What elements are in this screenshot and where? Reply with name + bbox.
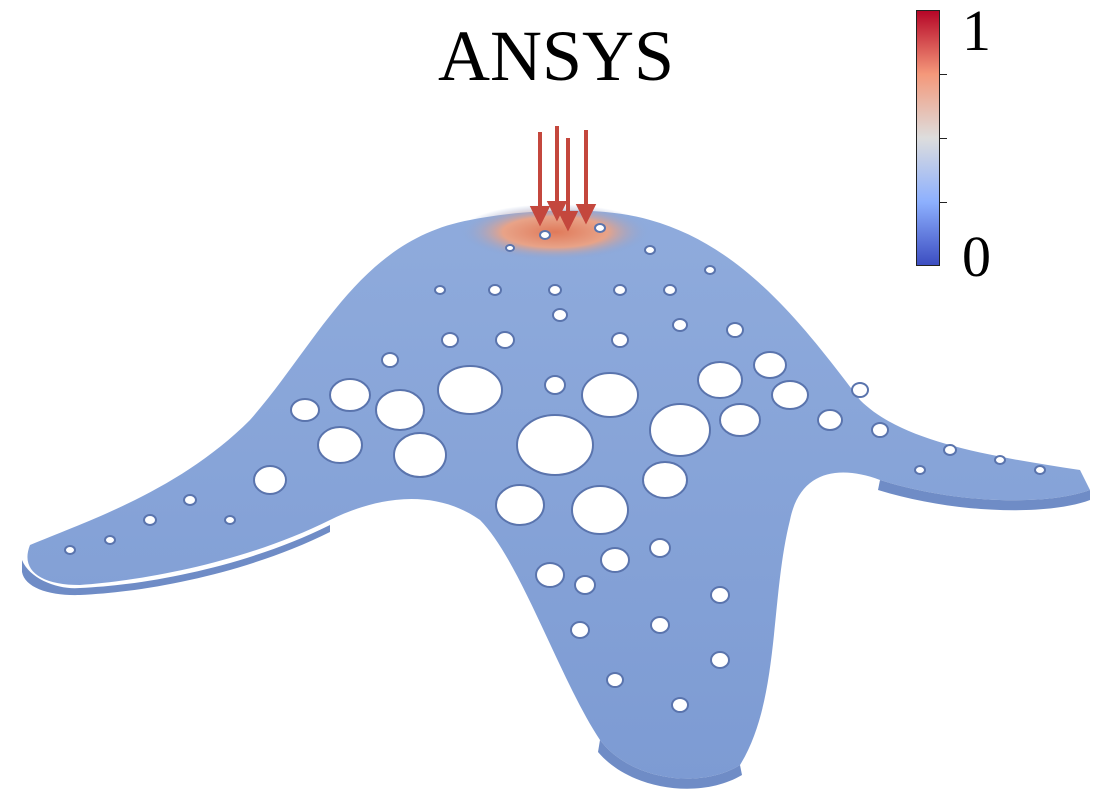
shell-edge-right [878, 480, 1090, 511]
colorbar-tick [940, 138, 947, 139]
colorbar-min-label: 0 [962, 224, 991, 289]
shell-edge-left [22, 525, 330, 596]
colorbar [916, 10, 940, 266]
shell-surface [27, 210, 1090, 779]
colorbar-max-label: 1 [962, 0, 991, 63]
colorbar-gradient [916, 10, 940, 266]
colorbar-tick [940, 74, 947, 75]
title: ANSYS [438, 16, 675, 96]
colorbar-tick [940, 202, 947, 203]
shell-holes [64, 223, 1046, 713]
load-arrows [529, 126, 597, 232]
shell-edge-front [598, 740, 742, 789]
